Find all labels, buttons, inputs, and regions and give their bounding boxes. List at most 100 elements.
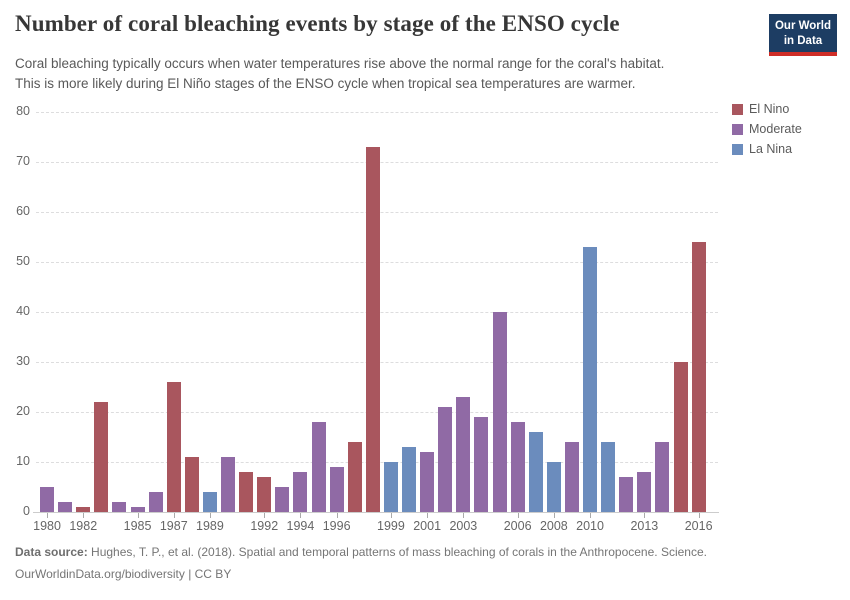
x-axis-tick-label: 1980: [33, 519, 61, 533]
legend-swatch-icon: [732, 143, 743, 155]
x-axis-tick-mark: [698, 513, 700, 518]
bar-2013[interactable]: [637, 472, 652, 512]
legend-item-moderate: Moderate: [732, 122, 802, 136]
y-axis-tick-label: 30: [16, 354, 30, 368]
x-axis-tick-label: 1999: [377, 519, 405, 533]
x-axis-tick-label: 2010: [576, 519, 604, 533]
legend-swatch-icon: [732, 123, 743, 135]
x-axis-tick-label: 1992: [250, 519, 279, 533]
subtitle-line-2: This is more likely during El Niño stage…: [15, 76, 636, 91]
legend-label: La Nina: [749, 142, 793, 156]
bar-2007[interactable]: [528, 432, 543, 512]
x-axis-tick-mark: [463, 513, 465, 518]
x-axis-tick-mark: [137, 513, 139, 518]
x-axis-tick-mark: [83, 513, 85, 518]
x-axis-tick-label: 2003: [449, 519, 478, 533]
bar-1991[interactable]: [239, 472, 254, 512]
y-axis-tick-label: 20: [16, 404, 30, 418]
bar-2003[interactable]: [456, 397, 471, 512]
owid-logo-stripe: [769, 52, 837, 56]
data-source-text: Hughes, T. P., et al. (2018). Spatial an…: [87, 545, 707, 559]
x-axis-tick-mark: [390, 513, 392, 518]
bar-1996[interactable]: [329, 467, 344, 512]
x-axis-tick-mark: [47, 513, 49, 518]
bar-2014[interactable]: [655, 442, 670, 512]
bar-2004[interactable]: [474, 417, 489, 512]
bar-1999[interactable]: [383, 462, 398, 512]
license-suffix: | CC BY: [184, 567, 232, 581]
legend-swatch-icon: [732, 103, 743, 115]
y-axis-tick-label: 70: [16, 154, 30, 168]
bar-2002[interactable]: [438, 407, 453, 512]
chart-subtitle: Coral bleaching typically occurs when wa…: [15, 54, 760, 94]
y-axis-tick-label: 10: [16, 454, 30, 468]
x-axis-tick-label: 2013: [630, 519, 659, 533]
x-axis-tick-label: 1996: [322, 519, 351, 533]
bar-1989[interactable]: [202, 492, 217, 512]
x-axis-tick-label: 1985: [123, 519, 152, 533]
license-line: OurWorldinData.org/biodiversity | CC BY: [15, 563, 835, 585]
subtitle-line-1: Coral bleaching typically occurs when wa…: [15, 56, 665, 71]
data-source-line: Data source: Hughes, T. P., et al. (2018…: [15, 541, 835, 563]
x-axis-line: [33, 512, 719, 513]
bar-1983[interactable]: [94, 402, 109, 512]
y-axis-tick-label: 40: [16, 304, 30, 318]
x-axis-tick-mark: [336, 513, 338, 518]
bar-2005[interactable]: [492, 312, 507, 512]
bar-2012[interactable]: [619, 477, 634, 512]
x-axis-tick-mark: [644, 513, 646, 518]
chart-footer: Data source: Hughes, T. P., et al. (2018…: [15, 541, 835, 585]
legend-item-el-nino: El Nino: [732, 102, 802, 116]
x-axis-tick-label: 2016: [684, 519, 713, 533]
bar-1992[interactable]: [257, 477, 272, 512]
bar-1985[interactable]: [130, 507, 145, 512]
x-axis-tick-label: 1994: [286, 519, 315, 533]
bar-1986[interactable]: [148, 492, 163, 512]
y-axis-tick-label: 0: [23, 504, 30, 518]
x-axis-tick-label: 2006: [503, 519, 532, 533]
legend-label: El Nino: [749, 102, 790, 116]
bar-1980[interactable]: [40, 487, 55, 512]
x-axis-tick-mark: [173, 513, 175, 518]
bar-2001[interactable]: [420, 452, 435, 512]
bar-1982[interactable]: [76, 507, 91, 512]
bar-2015[interactable]: [673, 362, 688, 512]
bar-1998[interactable]: [365, 147, 380, 512]
bar-2006[interactable]: [510, 422, 525, 512]
bar-2011[interactable]: [601, 442, 616, 512]
bar-2000[interactable]: [402, 447, 417, 512]
bar-2010[interactable]: [583, 247, 598, 512]
x-axis-tick-mark: [427, 513, 429, 518]
x-axis-tick-mark: [517, 513, 519, 518]
x-axis-tick-label: 1989: [196, 519, 224, 533]
bar-1988[interactable]: [184, 457, 199, 512]
chart-legend: El Nino Moderate La Nina: [732, 102, 802, 162]
legend-label: Moderate: [749, 122, 802, 136]
page-title: Number of coral bleaching events by stag…: [15, 11, 620, 36]
bar-1987[interactable]: [166, 382, 181, 512]
bar-1994[interactable]: [293, 472, 308, 512]
y-axis-tick-label: 60: [16, 204, 30, 218]
x-axis-tick-mark: [264, 513, 266, 518]
bar-2016[interactable]: [691, 242, 706, 512]
owid-logo[interactable]: Our World in Data: [769, 14, 837, 56]
bar-1995[interactable]: [311, 422, 326, 512]
x-axis-tick-mark: [300, 513, 302, 518]
y-axis-tick-label: 50: [16, 254, 30, 268]
x-axis-tick-mark: [209, 513, 211, 518]
bar-2009[interactable]: [564, 442, 579, 512]
data-source-label: Data source:: [15, 545, 88, 559]
bar-1997[interactable]: [347, 442, 362, 512]
x-axis-tick-label: 2001: [413, 519, 442, 533]
gridline-y-80: [36, 112, 718, 113]
x-axis-tick-mark: [553, 513, 555, 518]
bar-1993[interactable]: [275, 487, 290, 512]
bar-1984[interactable]: [112, 502, 127, 512]
license-link[interactable]: OurWorldinData.org/biodiversity: [15, 567, 185, 581]
bar-1981[interactable]: [58, 502, 73, 512]
bar-2008[interactable]: [546, 462, 561, 512]
legend-item-la-nina: La Nina: [732, 142, 802, 156]
bar-1990[interactable]: [221, 457, 236, 512]
